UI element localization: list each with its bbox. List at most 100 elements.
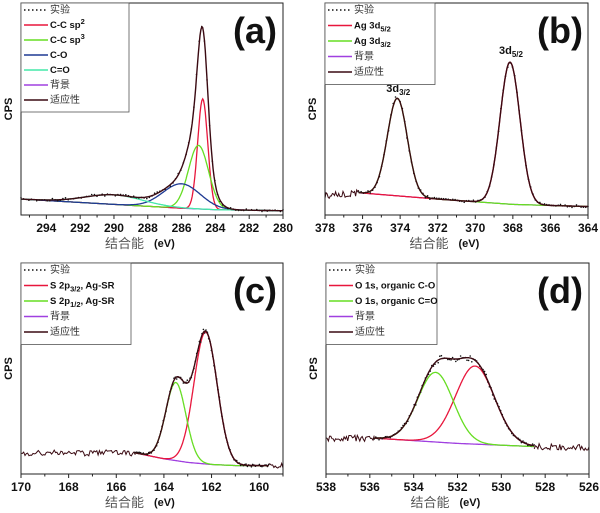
experimental-point xyxy=(202,328,205,331)
x-tick-label: 530 xyxy=(491,480,511,494)
x-axis-unit: (eV) xyxy=(154,497,175,509)
panel-c: 170 168 166 164 162 160 结合能 (eV) CPS (c) 实验 S 2p3/2… xyxy=(3,262,284,511)
legend-label: S 2p3/2, Ag-SR xyxy=(50,281,115,294)
legend-label: C-C sp2 xyxy=(50,17,85,31)
experimental-point xyxy=(455,360,457,363)
experimental-point xyxy=(203,332,206,334)
experimental-point xyxy=(559,203,562,206)
peak-annotation: 3d3/2 xyxy=(386,83,411,97)
legend-label-text: Ag 3d xyxy=(354,36,381,47)
experimental-point xyxy=(571,206,573,209)
legend-label: 实验 xyxy=(355,263,375,276)
legend-superscript: 2 xyxy=(81,17,85,26)
x-tick-label: 164 xyxy=(154,480,174,494)
x-tick-label: 162 xyxy=(202,480,222,494)
experimental-point xyxy=(153,192,156,194)
x-axis-unit: (eV) xyxy=(459,238,480,250)
legend-label-text: C-O xyxy=(50,50,67,61)
experimental-point xyxy=(51,197,54,200)
panel-label: (d) xyxy=(537,270,583,311)
legend-label-text: Ag 3d xyxy=(354,21,381,32)
y-axis-label: CPS xyxy=(3,98,15,121)
legend-subscript: 1/2 xyxy=(70,300,80,309)
x-tick-label: 368 xyxy=(503,221,523,235)
experimental-point xyxy=(437,361,440,364)
legend-box xyxy=(324,2,436,85)
x-axis-label: 结合能 xyxy=(105,496,144,511)
x-tick-label: 168 xyxy=(59,480,79,494)
legend-box xyxy=(20,262,132,345)
noisy-data-left xyxy=(324,188,360,200)
annotation-text: 3d xyxy=(386,83,399,95)
y-axis-label: CPS xyxy=(307,98,319,121)
noisy-data-left xyxy=(20,449,136,457)
x-tick-label: 372 xyxy=(428,221,448,235)
fit-line xyxy=(135,330,269,467)
x-tick-label: 294 xyxy=(36,221,56,235)
legend-label: O 1s, organic C-O xyxy=(355,281,435,292)
legend-label: 适应性 xyxy=(354,65,384,78)
annotation-text: 3d xyxy=(499,45,512,57)
legend-label: 实验 xyxy=(50,3,70,16)
component-line-0 xyxy=(21,97,284,212)
experimental-point xyxy=(469,355,472,357)
experimental-point xyxy=(250,466,253,468)
experimental-point xyxy=(175,378,178,380)
legend-box xyxy=(325,262,438,345)
experimental-point xyxy=(463,201,466,204)
x-axis-label: 结合能 xyxy=(105,237,144,252)
x-axis-label: 结合能 xyxy=(410,496,449,511)
experimental-point xyxy=(450,359,452,361)
x-tick-label: 166 xyxy=(106,480,126,494)
legend-box xyxy=(20,2,130,113)
legend-label: 适应性 xyxy=(50,325,80,338)
experimental-point xyxy=(531,443,534,445)
noisy-data-right xyxy=(533,442,590,452)
x-tick-label: 532 xyxy=(447,480,467,494)
experimental-point xyxy=(459,355,462,357)
x-tick-label: 526 xyxy=(579,480,599,494)
legend-label: Ag 3d3/2 xyxy=(354,36,391,49)
noisy-data-right xyxy=(268,461,284,469)
x-tick-label: 534 xyxy=(404,480,424,494)
x-tick-label: 284 xyxy=(205,221,225,235)
legend-label-text: C=O xyxy=(50,65,70,76)
x-tick-label: 280 xyxy=(273,221,293,235)
legend-label-text: O 1s, organic C=O xyxy=(355,296,438,307)
panel-label: (a) xyxy=(233,10,277,51)
legend-label: 适应性 xyxy=(355,325,385,338)
x-axis-unit: (eV) xyxy=(154,238,175,250)
experimental-point xyxy=(258,463,261,466)
legend-label: 实验 xyxy=(354,3,374,16)
x-tick-label: 374 xyxy=(390,221,410,235)
experimental-point xyxy=(451,356,454,359)
plot-frame xyxy=(20,262,284,475)
component-line-1 xyxy=(135,381,269,467)
component-line-0 xyxy=(374,365,535,447)
noisy-data-left xyxy=(325,433,375,443)
experimental-point xyxy=(467,359,470,362)
legend-subscript: 5/2 xyxy=(380,25,390,34)
experimental-point xyxy=(261,210,263,213)
background-line xyxy=(135,452,269,467)
experimental-point xyxy=(90,193,93,196)
legend-label-text: S 2p xyxy=(50,296,70,307)
x-tick-label: 170 xyxy=(11,480,31,494)
legend-label-tail: , Ag-SR xyxy=(81,296,115,307)
experimental-point xyxy=(245,208,248,210)
legend-label-text: O 1s, organic C-O xyxy=(355,281,435,292)
component-line-3 xyxy=(20,194,284,212)
component-line-1 xyxy=(358,97,588,208)
x-tick-label: 364 xyxy=(578,221,598,235)
legend-label-text: C-C sp xyxy=(50,35,81,46)
x-tick-label: 290 xyxy=(104,221,124,235)
y-axis-label: CPS xyxy=(3,357,15,380)
legend-label: 背景 xyxy=(354,50,374,63)
panel-label: (c) xyxy=(233,270,277,311)
legend-label: C-O xyxy=(50,50,67,61)
x-tick-label: 160 xyxy=(249,480,269,494)
experimental-point xyxy=(466,359,468,362)
x-tick-label: 292 xyxy=(70,221,90,235)
